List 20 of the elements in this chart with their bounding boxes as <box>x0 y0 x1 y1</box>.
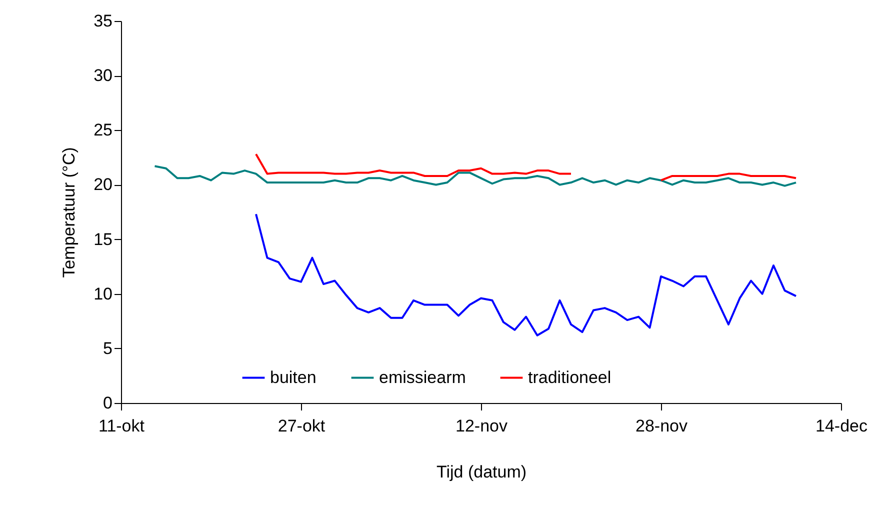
x-tick-label: 11-okt <box>98 416 145 436</box>
x-axis-title: Tijd (datum) <box>436 462 527 482</box>
x-tick-label: 14-dec <box>816 416 868 436</box>
y-tick-label: 20 <box>94 175 112 194</box>
line-series <box>154 165 797 187</box>
x-tick-label: 12-nov <box>456 416 508 436</box>
legend-label: buiten <box>270 368 316 387</box>
legend-label: traditioneel <box>528 368 612 387</box>
y-axis-title: Temperatuur (°C) <box>60 147 79 278</box>
y-tick-label: 30 <box>94 66 112 86</box>
x-tick-label: 28-nov <box>636 416 688 436</box>
line-series <box>255 213 797 336</box>
y-tick-label: 10 <box>94 284 112 304</box>
y-tick-label: 25 <box>94 120 112 140</box>
y-tick-label: 0 <box>103 394 112 412</box>
x-tick-label: 27-okt <box>278 416 326 436</box>
y-tick-label: 5 <box>103 338 112 358</box>
y-tick-label: 35 <box>94 12 112 30</box>
y-tick-label: 15 <box>94 230 112 249</box>
legend-label: emissiearm <box>379 368 466 387</box>
